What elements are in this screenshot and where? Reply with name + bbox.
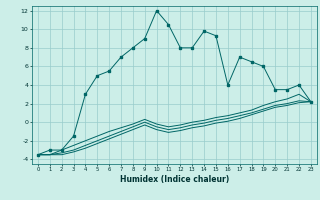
X-axis label: Humidex (Indice chaleur): Humidex (Indice chaleur) xyxy=(120,175,229,184)
